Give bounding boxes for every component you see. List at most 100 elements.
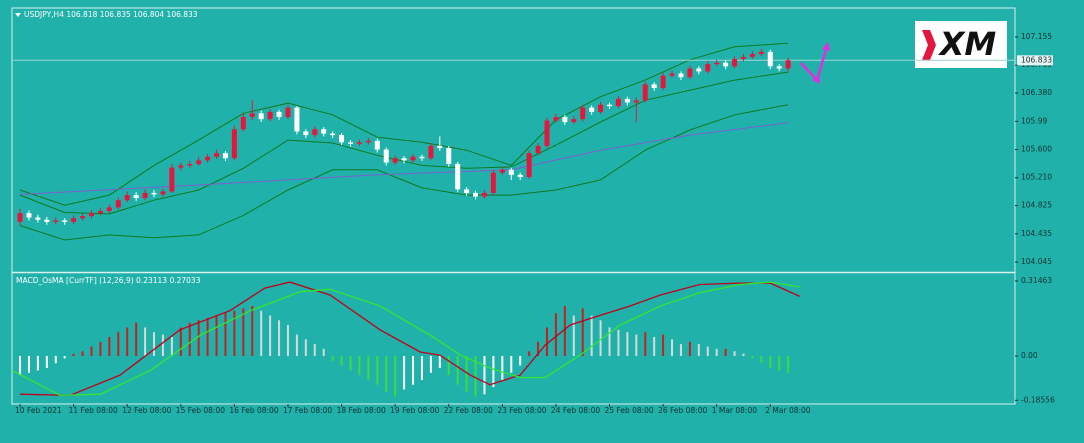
candle-body <box>776 66 782 69</box>
histogram-bar <box>483 356 486 395</box>
overlay-line <box>19 104 789 241</box>
histogram-bar <box>617 329 620 357</box>
overlay-line <box>19 71 789 215</box>
histogram-bar <box>197 320 200 357</box>
candle-body <box>785 60 791 69</box>
candle-body <box>88 213 94 217</box>
menu-triangle[interactable] <box>15 13 21 17</box>
histogram-bar <box>188 322 191 357</box>
candle-body <box>374 140 380 150</box>
candle-body <box>53 220 59 222</box>
histogram-bar <box>81 351 84 357</box>
candle-body <box>410 156 416 161</box>
histogram-bar <box>27 356 30 373</box>
x-tick-label: 1 Mar 08:00 <box>712 406 758 415</box>
candle-body <box>142 192 148 198</box>
histogram-bar <box>501 356 504 380</box>
y-tick-label: 0.00 <box>1021 351 1038 360</box>
histogram-bar <box>206 317 209 357</box>
x-tick-label: 18 Feb 08:00 <box>337 406 386 415</box>
histogram-bar <box>313 344 316 357</box>
histogram-bar <box>224 313 227 357</box>
candle-body <box>312 129 318 136</box>
x-tick-label: 22 Feb 08:00 <box>444 406 493 415</box>
histogram-bar <box>403 356 406 390</box>
histogram-bar <box>54 356 57 364</box>
histogram-bar <box>492 356 495 388</box>
candle-body <box>607 104 613 107</box>
x-tick-label: 26 Feb 08:00 <box>658 406 707 415</box>
candle-body <box>508 169 514 175</box>
histogram-bar <box>778 356 781 371</box>
histogram-bar <box>706 346 709 357</box>
histogram-bar <box>251 305 254 357</box>
current-price-box <box>1017 55 1053 66</box>
candle-body <box>615 98 621 107</box>
arrowhead-up <box>822 42 830 51</box>
candle-body <box>303 131 309 136</box>
candle-body <box>490 172 496 193</box>
macd-line <box>11 281 800 397</box>
candle-body <box>481 192 487 197</box>
candle-body <box>258 113 264 120</box>
candle-body <box>526 153 532 178</box>
candle-body <box>26 213 32 218</box>
candle-body <box>767 51 773 67</box>
candle-body <box>660 75 666 89</box>
histogram-bar <box>519 356 522 366</box>
candle-body <box>732 59 738 67</box>
histogram-bar <box>474 356 477 397</box>
candle-body <box>678 73 684 78</box>
histogram-bar <box>170 336 173 357</box>
candle-body <box>687 68 693 78</box>
histogram-bar <box>787 356 790 373</box>
x-tick-label: 12 Feb 08:00 <box>122 406 171 415</box>
histogram-bar <box>635 334 638 357</box>
candle-body <box>464 189 470 193</box>
histogram-bar <box>331 356 334 361</box>
candle-body <box>356 142 362 144</box>
candle-body <box>124 195 130 201</box>
arrowhead-down <box>812 75 820 84</box>
y-tick-label: 107.155 <box>1021 32 1052 41</box>
histogram-bar <box>153 332 156 357</box>
candle-body <box>544 120 550 146</box>
y-tick-label: -0.18556 <box>1021 395 1055 404</box>
candle-body <box>330 133 336 136</box>
forecast-arrows <box>800 42 830 84</box>
histogram-bar <box>697 344 700 357</box>
candle-body <box>44 219 50 222</box>
candle-body <box>499 169 505 173</box>
candle-body <box>571 119 577 123</box>
candle-body <box>276 111 282 117</box>
histogram-bar <box>644 332 647 357</box>
current-price-label: 106.833 <box>1021 55 1052 64</box>
candle-body <box>169 167 175 192</box>
candle-body <box>624 98 630 103</box>
y-tick-label: 0.31463 <box>1021 276 1052 285</box>
candle-body <box>669 73 675 76</box>
histogram-bar <box>322 348 325 357</box>
x-tick-label: 25 Feb 08:00 <box>605 406 654 415</box>
histogram-bar <box>367 356 370 380</box>
candle-body <box>267 111 273 120</box>
candle-body <box>205 156 211 161</box>
xm-logo: XM <box>915 21 1007 68</box>
histogram-bar <box>260 310 263 357</box>
candle-body <box>446 148 452 164</box>
histogram-bar <box>679 344 682 357</box>
histogram-bar <box>688 341 691 357</box>
logo-mark <box>922 30 936 60</box>
candle-body <box>151 192 157 195</box>
histogram-bar <box>269 315 272 357</box>
histogram-bar <box>429 356 432 373</box>
histogram-bar <box>554 313 557 357</box>
histogram-bar <box>412 356 415 385</box>
candle-body <box>473 192 479 197</box>
histogram-bar <box>90 346 93 357</box>
candle-body <box>580 107 586 120</box>
candle-body <box>80 216 86 219</box>
histogram-bar <box>161 334 164 357</box>
histogram-bar <box>117 332 120 357</box>
